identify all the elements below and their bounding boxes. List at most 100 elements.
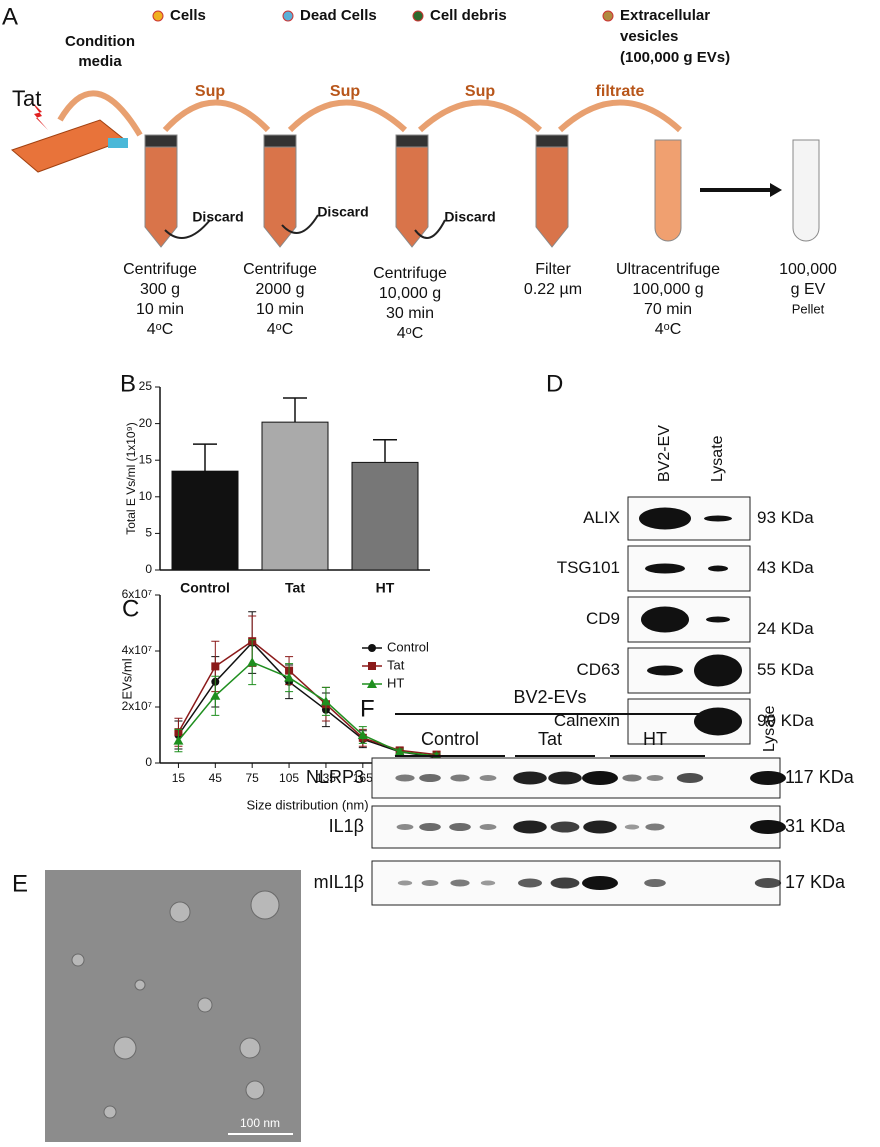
row-label: Calnexin xyxy=(554,711,620,730)
blot-band xyxy=(395,774,415,782)
blot-band xyxy=(449,823,471,831)
step-text: 0.22 µm xyxy=(524,281,582,298)
blot-band xyxy=(694,654,742,687)
kda-label: 24 KDa xyxy=(757,619,814,638)
blot-band xyxy=(397,880,413,886)
row-label: mIL1β xyxy=(314,872,364,892)
y-tick-label: 15 xyxy=(139,452,153,466)
vesicle xyxy=(250,890,280,920)
workflow-drawings xyxy=(11,90,820,248)
legend-swatch xyxy=(602,10,614,22)
marker xyxy=(394,746,405,756)
blot-band xyxy=(646,775,664,781)
step-text: 10 min xyxy=(136,301,184,318)
blot-band xyxy=(750,820,786,834)
y-axis-label: EVs/ml xyxy=(119,658,134,699)
step-text: 2000 g xyxy=(256,281,305,298)
error-bar xyxy=(193,443,217,472)
blot-band xyxy=(518,878,542,888)
blot-band xyxy=(450,879,470,887)
bar xyxy=(171,470,239,571)
marker xyxy=(367,679,377,688)
step-text: 70 min xyxy=(644,301,692,318)
step-text: 300 g xyxy=(140,281,180,298)
blot-band xyxy=(421,880,439,886)
legend-label: HT xyxy=(387,675,404,690)
x-tick-label: 15 xyxy=(172,771,186,785)
blot-band xyxy=(706,616,730,623)
x-tick-label: Control xyxy=(180,580,230,596)
step-text: Centrifuge xyxy=(123,261,197,278)
vesicle xyxy=(197,997,213,1013)
blot-band xyxy=(754,878,782,888)
marker xyxy=(284,672,295,682)
arrow-label: Sup xyxy=(465,83,495,100)
source-label: Tat xyxy=(12,86,41,111)
legend-label: Cell debris xyxy=(430,7,507,24)
header: BV2-EVs xyxy=(513,687,586,707)
vesicle xyxy=(113,1036,137,1060)
blot-band xyxy=(479,824,497,830)
blot-band xyxy=(639,507,691,530)
panel-label: E xyxy=(12,870,28,897)
step-text: 4ᵒC xyxy=(267,321,294,338)
blot-band xyxy=(550,877,580,889)
y-axis-label: Total E Vs/ml (1x10⁹) xyxy=(124,422,138,535)
kda-label: 117 KDa xyxy=(785,767,855,787)
y-tick-label: 10 xyxy=(139,489,153,503)
lane-label: BV2-EV xyxy=(656,425,673,482)
blot-band xyxy=(750,771,786,785)
media-label: Condition xyxy=(65,33,135,50)
blot-band xyxy=(419,823,441,831)
lane-label: Lysate xyxy=(709,435,726,482)
arrow-label: Sup xyxy=(330,83,360,100)
group-label: Tat xyxy=(538,729,562,749)
row-label: CD63 xyxy=(577,660,620,679)
panel-label: D xyxy=(546,370,563,397)
y-tick-label: 25 xyxy=(139,379,153,393)
blot-band xyxy=(550,821,580,833)
blot-band xyxy=(645,563,685,574)
x-tick-label: 45 xyxy=(209,771,223,785)
step-text: Pellet xyxy=(792,301,825,316)
blot-band xyxy=(641,606,689,633)
step-text: 10,000 g xyxy=(379,285,441,302)
arrow-label: filtrate xyxy=(596,83,645,100)
y-tick-label: 5 xyxy=(145,526,152,540)
x-tick-label: 105 xyxy=(279,771,299,785)
marker xyxy=(211,662,220,671)
panel-label: C xyxy=(122,595,139,622)
blot-band xyxy=(694,707,742,736)
x-tick-label: HT xyxy=(376,580,395,596)
marker xyxy=(210,690,221,700)
row-label: IL1β xyxy=(329,816,364,836)
marker xyxy=(368,662,376,670)
blot-band xyxy=(624,824,640,830)
y-tick-label: 6x10⁷ xyxy=(122,587,152,601)
legend-label: Control xyxy=(387,639,429,654)
step-text: g EV xyxy=(791,281,826,298)
blot-band xyxy=(647,665,683,676)
legend-label: (100,000 g EVs) xyxy=(620,49,730,66)
vesicle xyxy=(103,1105,117,1119)
blot-frame xyxy=(627,698,751,745)
bar xyxy=(261,421,329,571)
blot-band xyxy=(479,775,497,781)
y-tick-label: 0 xyxy=(145,755,152,769)
series-line xyxy=(177,661,437,757)
marker xyxy=(368,644,376,652)
marker xyxy=(357,730,368,739)
row-label: CD9 xyxy=(586,609,620,628)
step-text: 100,000 xyxy=(779,261,837,278)
step-text: Centrifuge xyxy=(243,261,317,278)
x-tick-label: Tat xyxy=(285,580,305,596)
marker xyxy=(320,696,331,706)
blot-band xyxy=(480,880,496,886)
legend-swatch xyxy=(152,10,164,22)
step-text: 100,000 g xyxy=(632,281,703,298)
blot-band xyxy=(548,771,582,785)
legend-label: Extracellular xyxy=(620,7,710,24)
blot-band xyxy=(704,515,732,522)
step-text: 10 min xyxy=(256,301,304,318)
